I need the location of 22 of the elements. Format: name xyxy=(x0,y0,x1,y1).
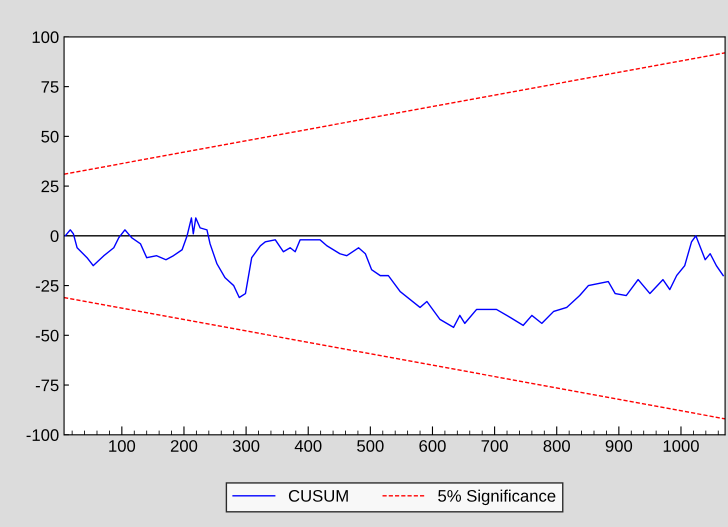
x-tick-label: 200 xyxy=(170,440,198,452)
x-tick-label: 800 xyxy=(544,440,570,452)
y-tick-label: -25 xyxy=(36,280,59,292)
y-tick-label: -50 xyxy=(36,330,59,342)
y-tick-label: 50 xyxy=(41,130,59,143)
x-tick-label: 500 xyxy=(357,440,384,452)
x-tick-label: 100 xyxy=(109,440,136,452)
y-tick-label: -75 xyxy=(36,380,59,392)
y-tick-label: 0 xyxy=(50,230,59,242)
x-tick-label: 900 xyxy=(606,440,632,452)
y-tick-label: 75 xyxy=(42,81,59,93)
x-tick-label: 400 xyxy=(294,440,322,452)
x-tick-label: 300 xyxy=(232,440,260,452)
y-tick-label: 100 xyxy=(32,31,59,44)
y-tick-label: 25 xyxy=(42,180,59,192)
x-tick-label: 600 xyxy=(419,440,446,452)
line-series xyxy=(64,217,724,328)
legend-label: CUSUM xyxy=(288,490,348,502)
legend-label: 5% Significance xyxy=(438,490,556,506)
x-tick-label: 700 xyxy=(482,440,508,452)
x-tick-label: 1000 xyxy=(664,440,699,452)
y-tick-label: -100 xyxy=(26,429,59,441)
